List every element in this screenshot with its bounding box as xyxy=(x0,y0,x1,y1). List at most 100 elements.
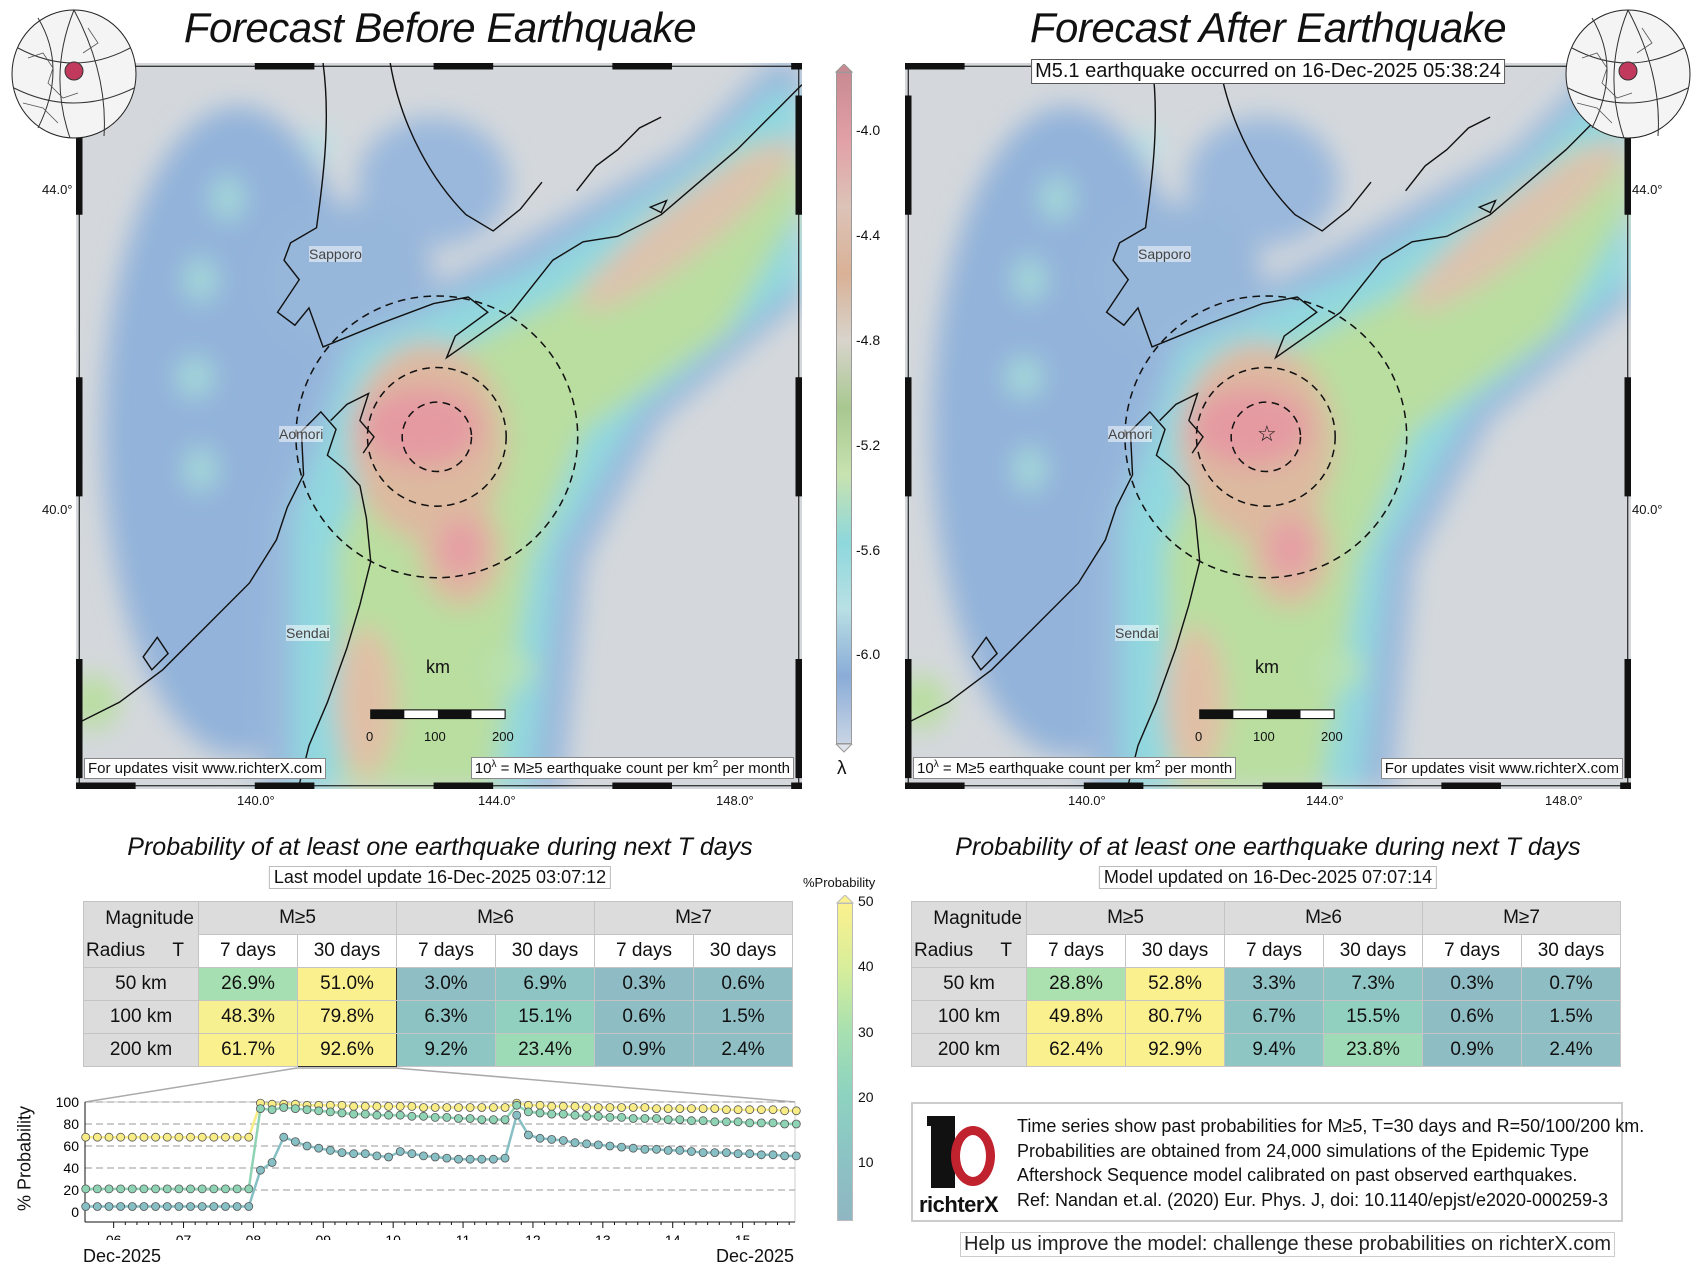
event-label: M5.1 earthquake occurred on 16-Dec-2025 … xyxy=(1031,59,1505,84)
data-point xyxy=(617,1142,626,1152)
lambda-def-text: = M≥5 earthquake count per km xyxy=(496,760,713,777)
lon-tick-140: 140.0° xyxy=(237,793,275,808)
y-tick-label: 80 xyxy=(63,1116,79,1132)
coastlines xyxy=(905,63,1631,789)
probability-time-series-chart: 0 20 40 60 80 100 06 07 08 09 10 11 12 13 14 15 xyxy=(56,1067,801,1240)
probability-cell[interactable]: 23.8% xyxy=(1323,1033,1423,1067)
data-point xyxy=(116,1184,126,1194)
probability-cell[interactable]: 48.3% xyxy=(198,1000,298,1034)
probability-cell[interactable]: 15.5% xyxy=(1323,1000,1423,1034)
prob-tick: 10 xyxy=(858,1154,874,1170)
probability-cell[interactable]: 80.7% xyxy=(1125,1000,1225,1034)
city-label-aomori: Aomori xyxy=(1108,426,1153,442)
data-point xyxy=(372,1102,382,1111)
data-point xyxy=(419,1151,428,1161)
probability-cell[interactable]: 92.9% xyxy=(1125,1033,1225,1067)
data-point xyxy=(454,1114,463,1123)
data-point xyxy=(372,1151,382,1161)
city-label-sendai: Sendai xyxy=(286,625,330,641)
probability-cell[interactable]: 52.8% xyxy=(1125,967,1225,1001)
data-point xyxy=(92,1184,102,1194)
probability-cell[interactable]: 1.5% xyxy=(1521,1000,1621,1034)
probability-cell[interactable]: 0.6% xyxy=(693,967,793,1001)
data-point xyxy=(127,1184,137,1194)
probability-cell[interactable]: 0.7% xyxy=(1521,967,1621,1001)
help-link[interactable]: Help us improve the model: challenge the… xyxy=(960,1232,1616,1257)
period-column-header: 30 days xyxy=(1125,934,1225,968)
richterx-logo-text: richterX xyxy=(919,1192,999,1218)
data-point xyxy=(675,1115,685,1124)
period-column-header: 7 days xyxy=(198,934,298,968)
probability-cell[interactable]: 2.4% xyxy=(693,1033,793,1067)
probability-cell[interactable]: 9.4% xyxy=(1224,1033,1324,1067)
globe-locator-icon xyxy=(1565,9,1691,139)
probability-cell[interactable]: 3.0% xyxy=(396,967,496,1001)
updates-note: For updates visit www.richterX.com xyxy=(1380,758,1623,779)
logo-text: richterX xyxy=(919,1192,999,1217)
period-column-header: 7 days xyxy=(1422,934,1522,968)
data-point xyxy=(640,1114,650,1123)
data-point xyxy=(92,1202,102,1211)
forecast-map-after[interactable] xyxy=(905,63,1631,789)
probability-cell[interactable]: 62.4% xyxy=(1026,1033,1126,1067)
probability-cell[interactable]: 15.1% xyxy=(495,1000,595,1034)
probability-cell[interactable]: 0.3% xyxy=(1422,967,1522,1001)
probability-cell[interactable]: 0.9% xyxy=(594,1033,694,1067)
data-point xyxy=(570,1102,580,1111)
magnitude-column-header: M≥7 xyxy=(594,901,793,935)
probability-cell[interactable]: 6.9% xyxy=(495,967,595,1001)
y-tick-label: 100 xyxy=(56,1094,80,1110)
data-point xyxy=(535,1133,545,1143)
probability-cell[interactable]: 7.3% xyxy=(1323,967,1423,1001)
probability-cell[interactable]: 0.3% xyxy=(594,967,694,1001)
data-point xyxy=(756,1118,766,1128)
probability-cell[interactable]: 6.3% xyxy=(396,1000,496,1034)
data-point xyxy=(360,1149,370,1159)
probability-cell[interactable]: 26.9% xyxy=(198,967,298,1001)
data-point xyxy=(547,1102,557,1111)
epicenter-star-icon[interactable]: ☆ xyxy=(1257,421,1277,446)
scale-tick: 0 xyxy=(366,729,374,744)
lambda-def-suffix: per month xyxy=(1160,760,1233,777)
probability-cell[interactable]: 0.6% xyxy=(594,1000,694,1034)
forecast-map-before[interactable] xyxy=(76,63,802,789)
lon-tick-148: 148.0° xyxy=(1545,793,1583,808)
probability-cell[interactable]: 3.3% xyxy=(1224,967,1324,1001)
lambda-tick: -4.0 xyxy=(856,122,881,138)
probability-cell[interactable]: 79.8% xyxy=(297,1000,397,1034)
lat-tick-44: 44.0° xyxy=(1632,182,1663,197)
scale-tick: 0 xyxy=(1195,729,1203,744)
probability-cell[interactable]: 1.5% xyxy=(693,1000,793,1034)
data-point xyxy=(186,1132,195,1142)
probability-cell[interactable]: 0.9% xyxy=(1422,1033,1522,1067)
data-point xyxy=(722,1117,731,1127)
probability-cell[interactable]: 9.2% xyxy=(396,1033,496,1067)
data-point xyxy=(244,1184,254,1194)
data-point xyxy=(489,1154,498,1164)
probability-cell[interactable]: 2.4% xyxy=(1521,1033,1621,1067)
x-axis-label-right: Dec-2025 xyxy=(716,1246,795,1266)
radius-header: Radius xyxy=(914,940,974,961)
data-point xyxy=(698,1148,708,1157)
probability-cell[interactable]: 51.0% xyxy=(297,967,397,1001)
radius-circle-100km xyxy=(1195,366,1336,507)
probability-cell[interactable]: 6.7% xyxy=(1224,1000,1324,1034)
data-point xyxy=(733,1105,743,1115)
probability-cell[interactable]: 49.8% xyxy=(1026,1000,1126,1034)
probability-cell[interactable]: 61.7% xyxy=(198,1033,298,1067)
forecast-map-canvas xyxy=(905,63,1631,789)
probability-cell[interactable]: 0.6% xyxy=(1422,1000,1522,1034)
lambda-label: λ xyxy=(837,758,847,779)
probability-cell[interactable]: 23.4% xyxy=(495,1033,595,1067)
data-point xyxy=(232,1202,242,1211)
colorbar-bottom-arrow-icon xyxy=(835,744,853,753)
data-point xyxy=(174,1132,184,1142)
lat-tick-40: 40.0° xyxy=(1632,502,1663,517)
data-point xyxy=(547,1135,557,1144)
radius-circle-50km xyxy=(401,401,473,473)
lon-tick-144: 144.0° xyxy=(478,793,516,808)
data-point xyxy=(430,1113,440,1122)
probability-cell[interactable]: 28.8% xyxy=(1026,967,1126,1001)
radius-header: Radius xyxy=(86,940,146,961)
scale-tick: 100 xyxy=(1253,729,1275,744)
